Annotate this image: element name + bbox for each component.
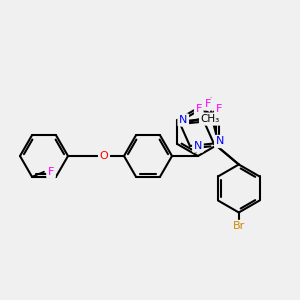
Text: F: F [196, 104, 202, 114]
Text: N: N [194, 141, 202, 151]
Text: Br: Br [233, 221, 245, 232]
Text: F: F [48, 167, 54, 177]
Text: N: N [179, 115, 188, 125]
Text: F: F [205, 99, 211, 109]
Text: F: F [216, 104, 222, 114]
Text: N: N [216, 136, 224, 146]
Text: O: O [100, 151, 108, 161]
Text: CH₃: CH₃ [200, 114, 220, 124]
